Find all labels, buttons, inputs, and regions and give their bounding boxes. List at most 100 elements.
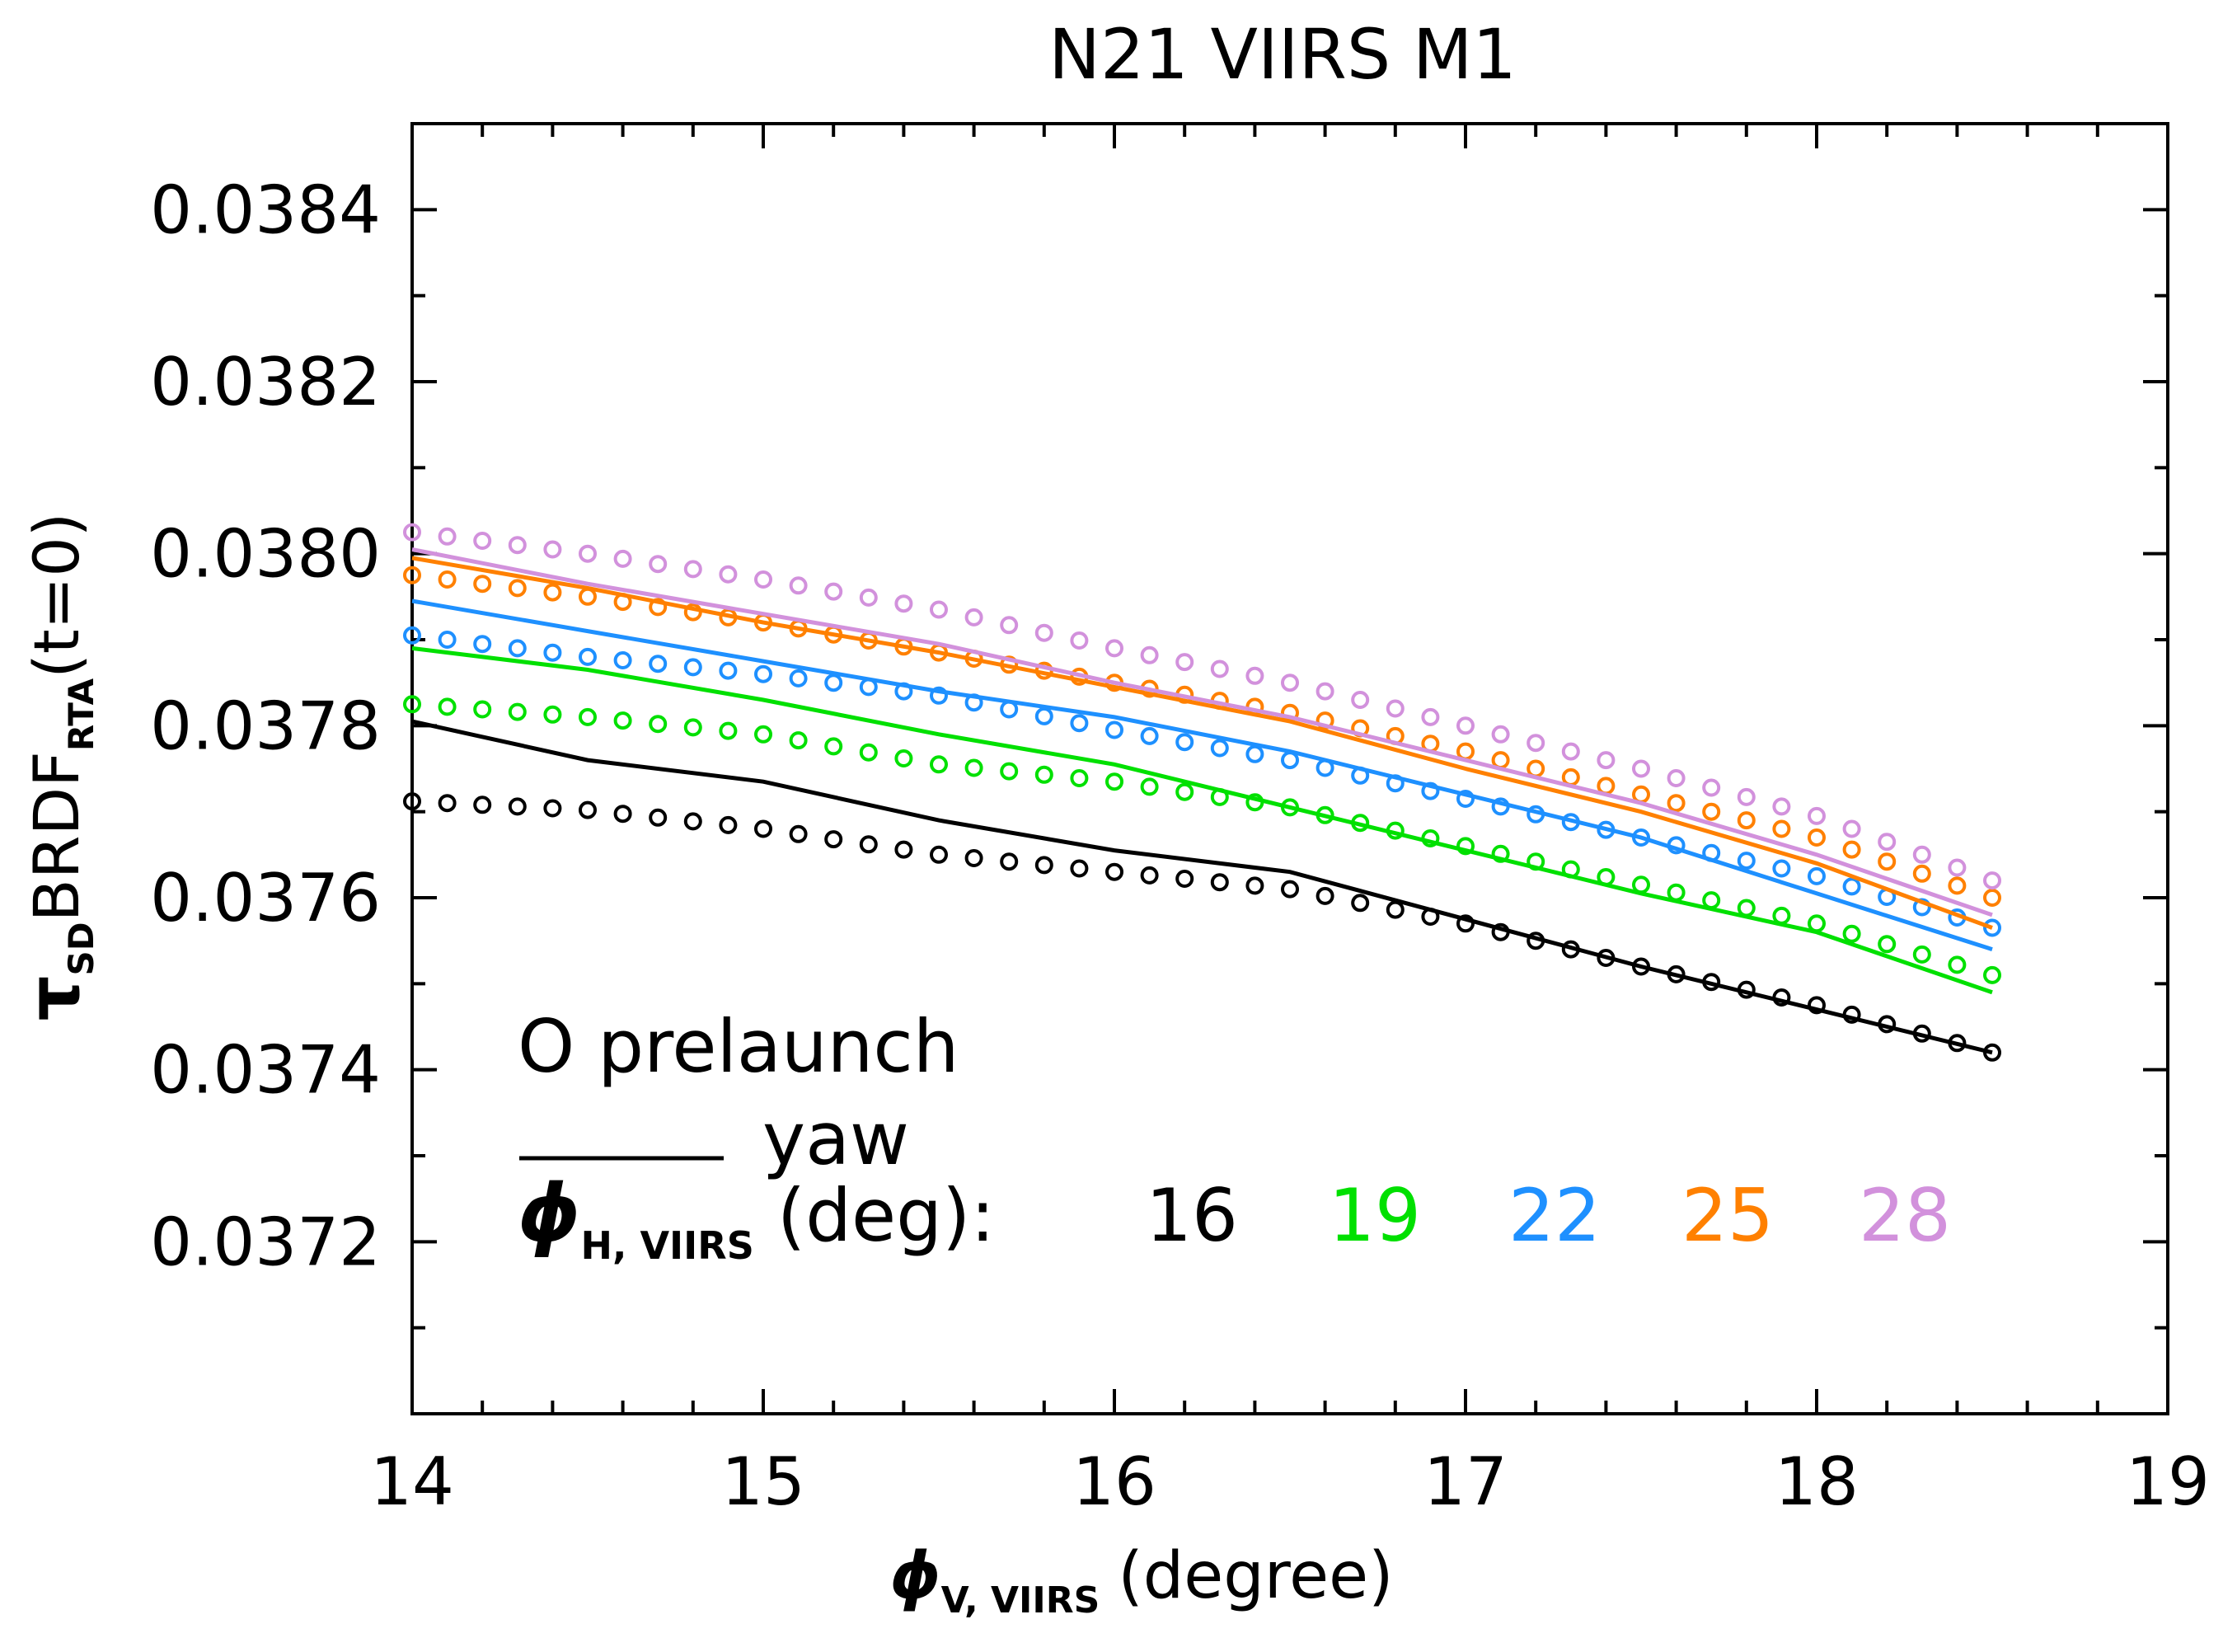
prelaunch-point-22 bbox=[1561, 813, 1580, 832]
prelaunch-point-28 bbox=[719, 565, 738, 584]
prelaunch-point-16 bbox=[649, 808, 668, 827]
prelaunch-point-16 bbox=[1632, 957, 1650, 976]
prelaunch-point-28 bbox=[789, 576, 808, 595]
chart-title: N21 VIIRS M1 bbox=[1048, 14, 1517, 95]
prelaunch-point-22 bbox=[930, 686, 948, 705]
prelaunch-point-25 bbox=[403, 566, 421, 584]
prelaunch-point-22 bbox=[754, 664, 772, 683]
prelaunch-point-16 bbox=[1772, 988, 1791, 1007]
prelaunch-point-28 bbox=[1983, 871, 2001, 890]
prelaunch-point-16 bbox=[1808, 996, 1826, 1015]
prelaunch-point-25 bbox=[613, 593, 632, 612]
prelaunch-point-22 bbox=[508, 639, 527, 658]
prelaunch-point-28 bbox=[438, 527, 457, 546]
y-tick-label: 0.0374 bbox=[150, 1032, 381, 1109]
prelaunch-point-19 bbox=[1421, 829, 1440, 847]
prelaunch-point-28 bbox=[1772, 797, 1791, 816]
prelaunch-point-16 bbox=[1421, 908, 1440, 926]
prelaunch-point-22 bbox=[613, 651, 632, 669]
x-tick-label: 19 bbox=[2126, 1443, 2210, 1520]
prelaunch-point-19 bbox=[1140, 777, 1159, 796]
prelaunch-point-22 bbox=[543, 643, 562, 662]
legend-phi-text: (deg): bbox=[777, 1173, 995, 1258]
prelaunch-point-19 bbox=[403, 695, 421, 714]
x-axis-ticks: 14 15 16 17 18 19 bbox=[370, 124, 2210, 1520]
y-axis-label-sub1: SD bbox=[61, 922, 101, 975]
prelaunch-point-16 bbox=[683, 812, 702, 831]
prelaunch-point-19 bbox=[1772, 906, 1791, 925]
prelaunch-point-19 bbox=[1878, 935, 1897, 954]
prelaunch-point-22 bbox=[719, 661, 738, 680]
y-tick-label: 0.0378 bbox=[150, 688, 381, 764]
prelaunch-point-16 bbox=[1912, 1024, 1931, 1043]
prelaunch-point-19 bbox=[824, 737, 843, 756]
prelaunch-point-19 bbox=[859, 743, 878, 762]
prelaunch-point-16 bbox=[1702, 973, 1721, 992]
prelaunch-point-19 bbox=[1667, 883, 1686, 902]
prelaunch-point-16 bbox=[1948, 1034, 1967, 1053]
prelaunch-point-22 bbox=[1737, 852, 1756, 871]
legend-marker-label: O prelaunch bbox=[518, 1004, 959, 1089]
prelaunch-point-22 bbox=[1808, 866, 1826, 885]
prelaunch-point-19 bbox=[1386, 821, 1405, 840]
prelaunch-point-25 bbox=[1316, 711, 1334, 730]
prelaunch-point-25 bbox=[1561, 767, 1580, 786]
prelaunch-point-19 bbox=[1702, 891, 1721, 910]
prelaunch-point-19 bbox=[683, 718, 702, 737]
prelaunch-point-22 bbox=[1140, 726, 1159, 745]
prelaunch-point-28 bbox=[1737, 787, 1756, 806]
prelaunch-point-16 bbox=[1842, 1005, 1861, 1024]
prelaunch-point-28 bbox=[1948, 858, 1967, 877]
prelaunch-point-19 bbox=[1842, 924, 1861, 943]
prelaunch-point-28 bbox=[1245, 666, 1264, 685]
prelaunch-point-19 bbox=[930, 755, 948, 774]
prelaunch-point-22 bbox=[403, 626, 421, 645]
prelaunch-point-25 bbox=[1983, 889, 2001, 907]
prelaunch-point-19 bbox=[1000, 762, 1019, 781]
y-tick-label: 0.0384 bbox=[150, 171, 381, 248]
prelaunch-point-28 bbox=[1070, 631, 1089, 650]
prelaunch-point-19 bbox=[473, 700, 492, 719]
prelaunch-point-19 bbox=[1456, 837, 1475, 856]
legend-phi-label: ϕH, VIIRS (deg): bbox=[518, 1167, 995, 1268]
series-28 bbox=[403, 523, 2001, 918]
series-16 bbox=[403, 719, 2001, 1062]
legend-value-22: 22 bbox=[1508, 1173, 1601, 1258]
prelaunch-point-19 bbox=[1527, 852, 1545, 871]
prelaunch-point-22 bbox=[1105, 720, 1123, 739]
prelaunch-point-25 bbox=[438, 570, 457, 589]
prelaunch-point-16 bbox=[1527, 932, 1545, 950]
prelaunch-point-16 bbox=[789, 824, 808, 843]
x-axis-label: ϕV, VIIRS (degree) bbox=[889, 1539, 1393, 1621]
yaw-line-16 bbox=[411, 719, 1993, 1055]
prelaunch-point-19 bbox=[1948, 955, 1967, 974]
prelaunch-point-28 bbox=[579, 544, 597, 563]
prelaunch-point-25 bbox=[1772, 819, 1791, 838]
prelaunch-point-22 bbox=[649, 655, 668, 673]
prelaunch-point-22 bbox=[1351, 766, 1370, 785]
prelaunch-point-19 bbox=[649, 715, 668, 734]
prelaunch-point-16 bbox=[894, 840, 913, 859]
prelaunch-point-19 bbox=[1316, 805, 1334, 824]
prelaunch-point-16 bbox=[543, 799, 562, 818]
prelaunch-point-19 bbox=[543, 705, 562, 724]
x-tick-label: 16 bbox=[1072, 1443, 1156, 1520]
prelaunch-point-28 bbox=[1527, 734, 1545, 753]
x-axis-label-symbol: ϕ bbox=[889, 1539, 940, 1613]
prelaunch-point-28 bbox=[1632, 759, 1650, 778]
prelaunch-point-28 bbox=[1175, 653, 1194, 672]
x-tick-label: 18 bbox=[1775, 1443, 1859, 1520]
prelaunch-point-16 bbox=[1667, 964, 1686, 983]
y-tick-label: 0.0372 bbox=[150, 1204, 381, 1280]
prelaunch-point-28 bbox=[1561, 742, 1580, 761]
prelaunch-point-22 bbox=[1281, 751, 1299, 770]
prelaunch-point-22 bbox=[1632, 828, 1650, 847]
prelaunch-point-28 bbox=[1842, 819, 1861, 838]
prelaunch-point-22 bbox=[1912, 898, 1931, 917]
prelaunch-point-19 bbox=[1632, 875, 1650, 894]
legend-value-16: 16 bbox=[1146, 1173, 1238, 1258]
prelaunch-point-19 bbox=[1351, 814, 1370, 833]
prelaunch-point-28 bbox=[1912, 845, 1931, 864]
prelaunch-point-19 bbox=[754, 725, 772, 744]
